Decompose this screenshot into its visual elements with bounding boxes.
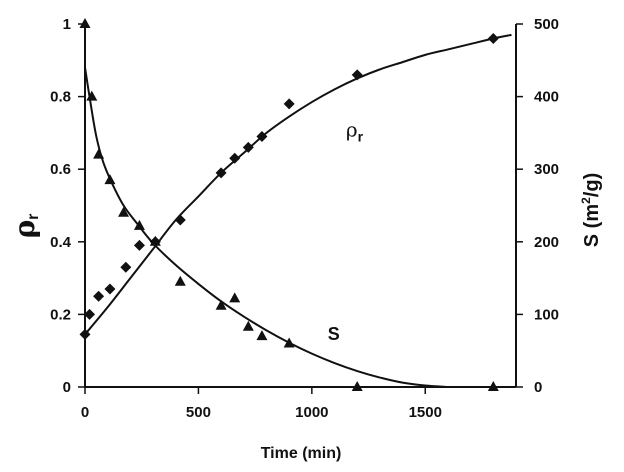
annotation-rho-r: ρr: [346, 118, 364, 145]
s-data-point: [487, 381, 499, 391]
s-data-point: [118, 206, 130, 217]
annotation-s: S: [328, 324, 340, 344]
rho-data-point: [351, 69, 363, 81]
y-left-tick-label: 0.2: [50, 306, 71, 323]
rho-data-point: [79, 328, 91, 340]
s-data-point: [351, 381, 363, 391]
y-left-tick-label: 0.4: [50, 234, 72, 251]
s-data-point: [86, 90, 98, 101]
labels: Time (min) ρr S (m2/g) ρr S: [8, 118, 603, 462]
rho-data-point: [133, 239, 145, 251]
rho-data-point: [174, 214, 186, 226]
y-left-symbol: ρ: [8, 220, 41, 239]
s-data-point: [104, 174, 116, 185]
rho-data-point: [104, 283, 116, 295]
rho-data-point: [215, 167, 227, 179]
s-data-point: [133, 219, 145, 230]
y-left-tick-label: 0.6: [50, 161, 71, 178]
s-data-point: [229, 292, 241, 303]
s-data-point: [215, 299, 227, 310]
y-left-tick-label: 0: [63, 379, 71, 396]
s-data-point: [149, 235, 161, 246]
y-right-pre: S (m: [581, 204, 603, 247]
y-left-sub: r: [25, 214, 42, 220]
y-axis-left-title: ρr: [8, 214, 42, 239]
rho-data-point: [84, 308, 96, 320]
s-data-point: [283, 337, 295, 348]
x-tick-label: 1500: [409, 404, 442, 421]
rho-data-point: [229, 152, 241, 164]
data-markers: [79, 18, 499, 391]
y-right-post: /g): [581, 173, 603, 197]
y-right-tick-label: 300: [534, 161, 559, 178]
y-right-tick-label: 500: [534, 16, 559, 33]
s-data-point: [79, 18, 91, 28]
rho-data-point: [283, 98, 295, 110]
fit-curve-rho: [84, 33, 512, 336]
y-left-tick-label: 1: [63, 16, 71, 33]
rho-data-point: [93, 290, 105, 302]
svg-text:ρr: ρr: [8, 214, 42, 239]
y-right-tick-label: 400: [534, 89, 559, 106]
rho-data-point: [256, 131, 268, 143]
y-right-tick-label: 200: [534, 234, 559, 251]
s-data-point: [242, 320, 254, 331]
s-data-point: [256, 330, 268, 341]
x-tick-label: 1000: [295, 404, 328, 421]
y-right-tick-label: 100: [534, 306, 559, 323]
x-tick-label: 500: [186, 404, 211, 421]
axes: 0 500 1000 1500 0 0.2 0.4 0.6 0.8 1 0 100 200 300 400 5…: [50, 16, 559, 421]
y-left-tick-label: 0.8: [50, 89, 71, 106]
x-axis-title: Time (min): [261, 445, 342, 462]
y-right-tick-label: 0: [534, 379, 542, 396]
y-right-sup: 2: [579, 197, 593, 204]
s-data-point: [93, 148, 105, 159]
fit-curves: [84, 33, 512, 388]
rho-data-point: [120, 261, 132, 273]
s-data-point: [174, 275, 186, 286]
rho-data-point: [487, 33, 499, 45]
x-tick-label: 0: [81, 404, 89, 421]
y-axis-right-title: S (m2/g): [579, 173, 603, 247]
rho-data-point: [242, 141, 254, 153]
svg-text:S (m2/g): S (m2/g): [579, 173, 603, 247]
